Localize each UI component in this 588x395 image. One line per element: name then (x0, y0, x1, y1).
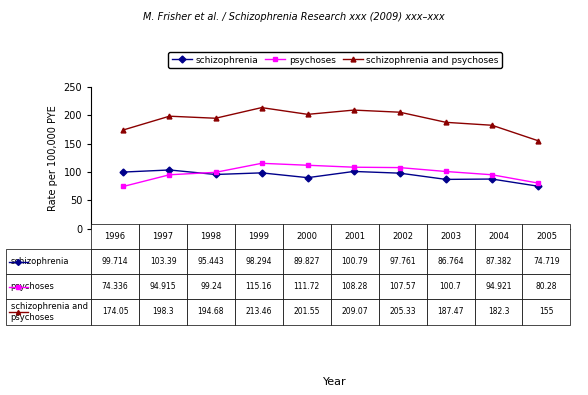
schizophrenia and psychoses (166, 114, 173, 118)
Y-axis label: Rate per 100,000 PYE: Rate per 100,000 PYE (48, 105, 58, 211)
schizophrenia (212, 172, 219, 177)
schizophrenia and psychoses (304, 112, 311, 117)
psychoses (166, 172, 173, 177)
psychoses (350, 165, 358, 169)
Line: schizophrenia and psychoses: schizophrenia and psychoses (121, 105, 540, 143)
Text: M. Frisher et al. / Schizophrenia Research xxx (2009) xxx–xxx: M. Frisher et al. / Schizophrenia Resear… (143, 12, 445, 22)
schizophrenia (350, 169, 358, 174)
schizophrenia and psychoses (212, 116, 219, 120)
schizophrenia and psychoses (489, 123, 496, 128)
schizophrenia and psychoses (258, 105, 265, 110)
schizophrenia (534, 184, 542, 188)
schizophrenia (304, 175, 311, 180)
psychoses (396, 165, 403, 170)
Text: Year: Year (323, 377, 347, 387)
psychoses (120, 184, 127, 189)
schizophrenia (396, 171, 403, 175)
psychoses (212, 170, 219, 175)
schizophrenia (442, 177, 449, 182)
psychoses (258, 161, 265, 166)
psychoses (304, 163, 311, 167)
schizophrenia (258, 171, 265, 175)
schizophrenia and psychoses (534, 138, 542, 143)
psychoses (489, 172, 496, 177)
schizophrenia (489, 177, 496, 181)
psychoses (442, 169, 449, 174)
schizophrenia (120, 170, 127, 175)
Line: schizophrenia: schizophrenia (121, 167, 540, 189)
schizophrenia and psychoses (120, 128, 127, 132)
psychoses (534, 181, 542, 185)
schizophrenia (166, 167, 173, 172)
schizophrenia and psychoses (442, 120, 449, 125)
Legend: schizophrenia, psychoses, schizophrenia and psychoses: schizophrenia, psychoses, schizophrenia … (168, 52, 502, 68)
schizophrenia and psychoses (350, 108, 358, 113)
schizophrenia and psychoses (396, 110, 403, 115)
Line: psychoses: psychoses (121, 161, 540, 189)
